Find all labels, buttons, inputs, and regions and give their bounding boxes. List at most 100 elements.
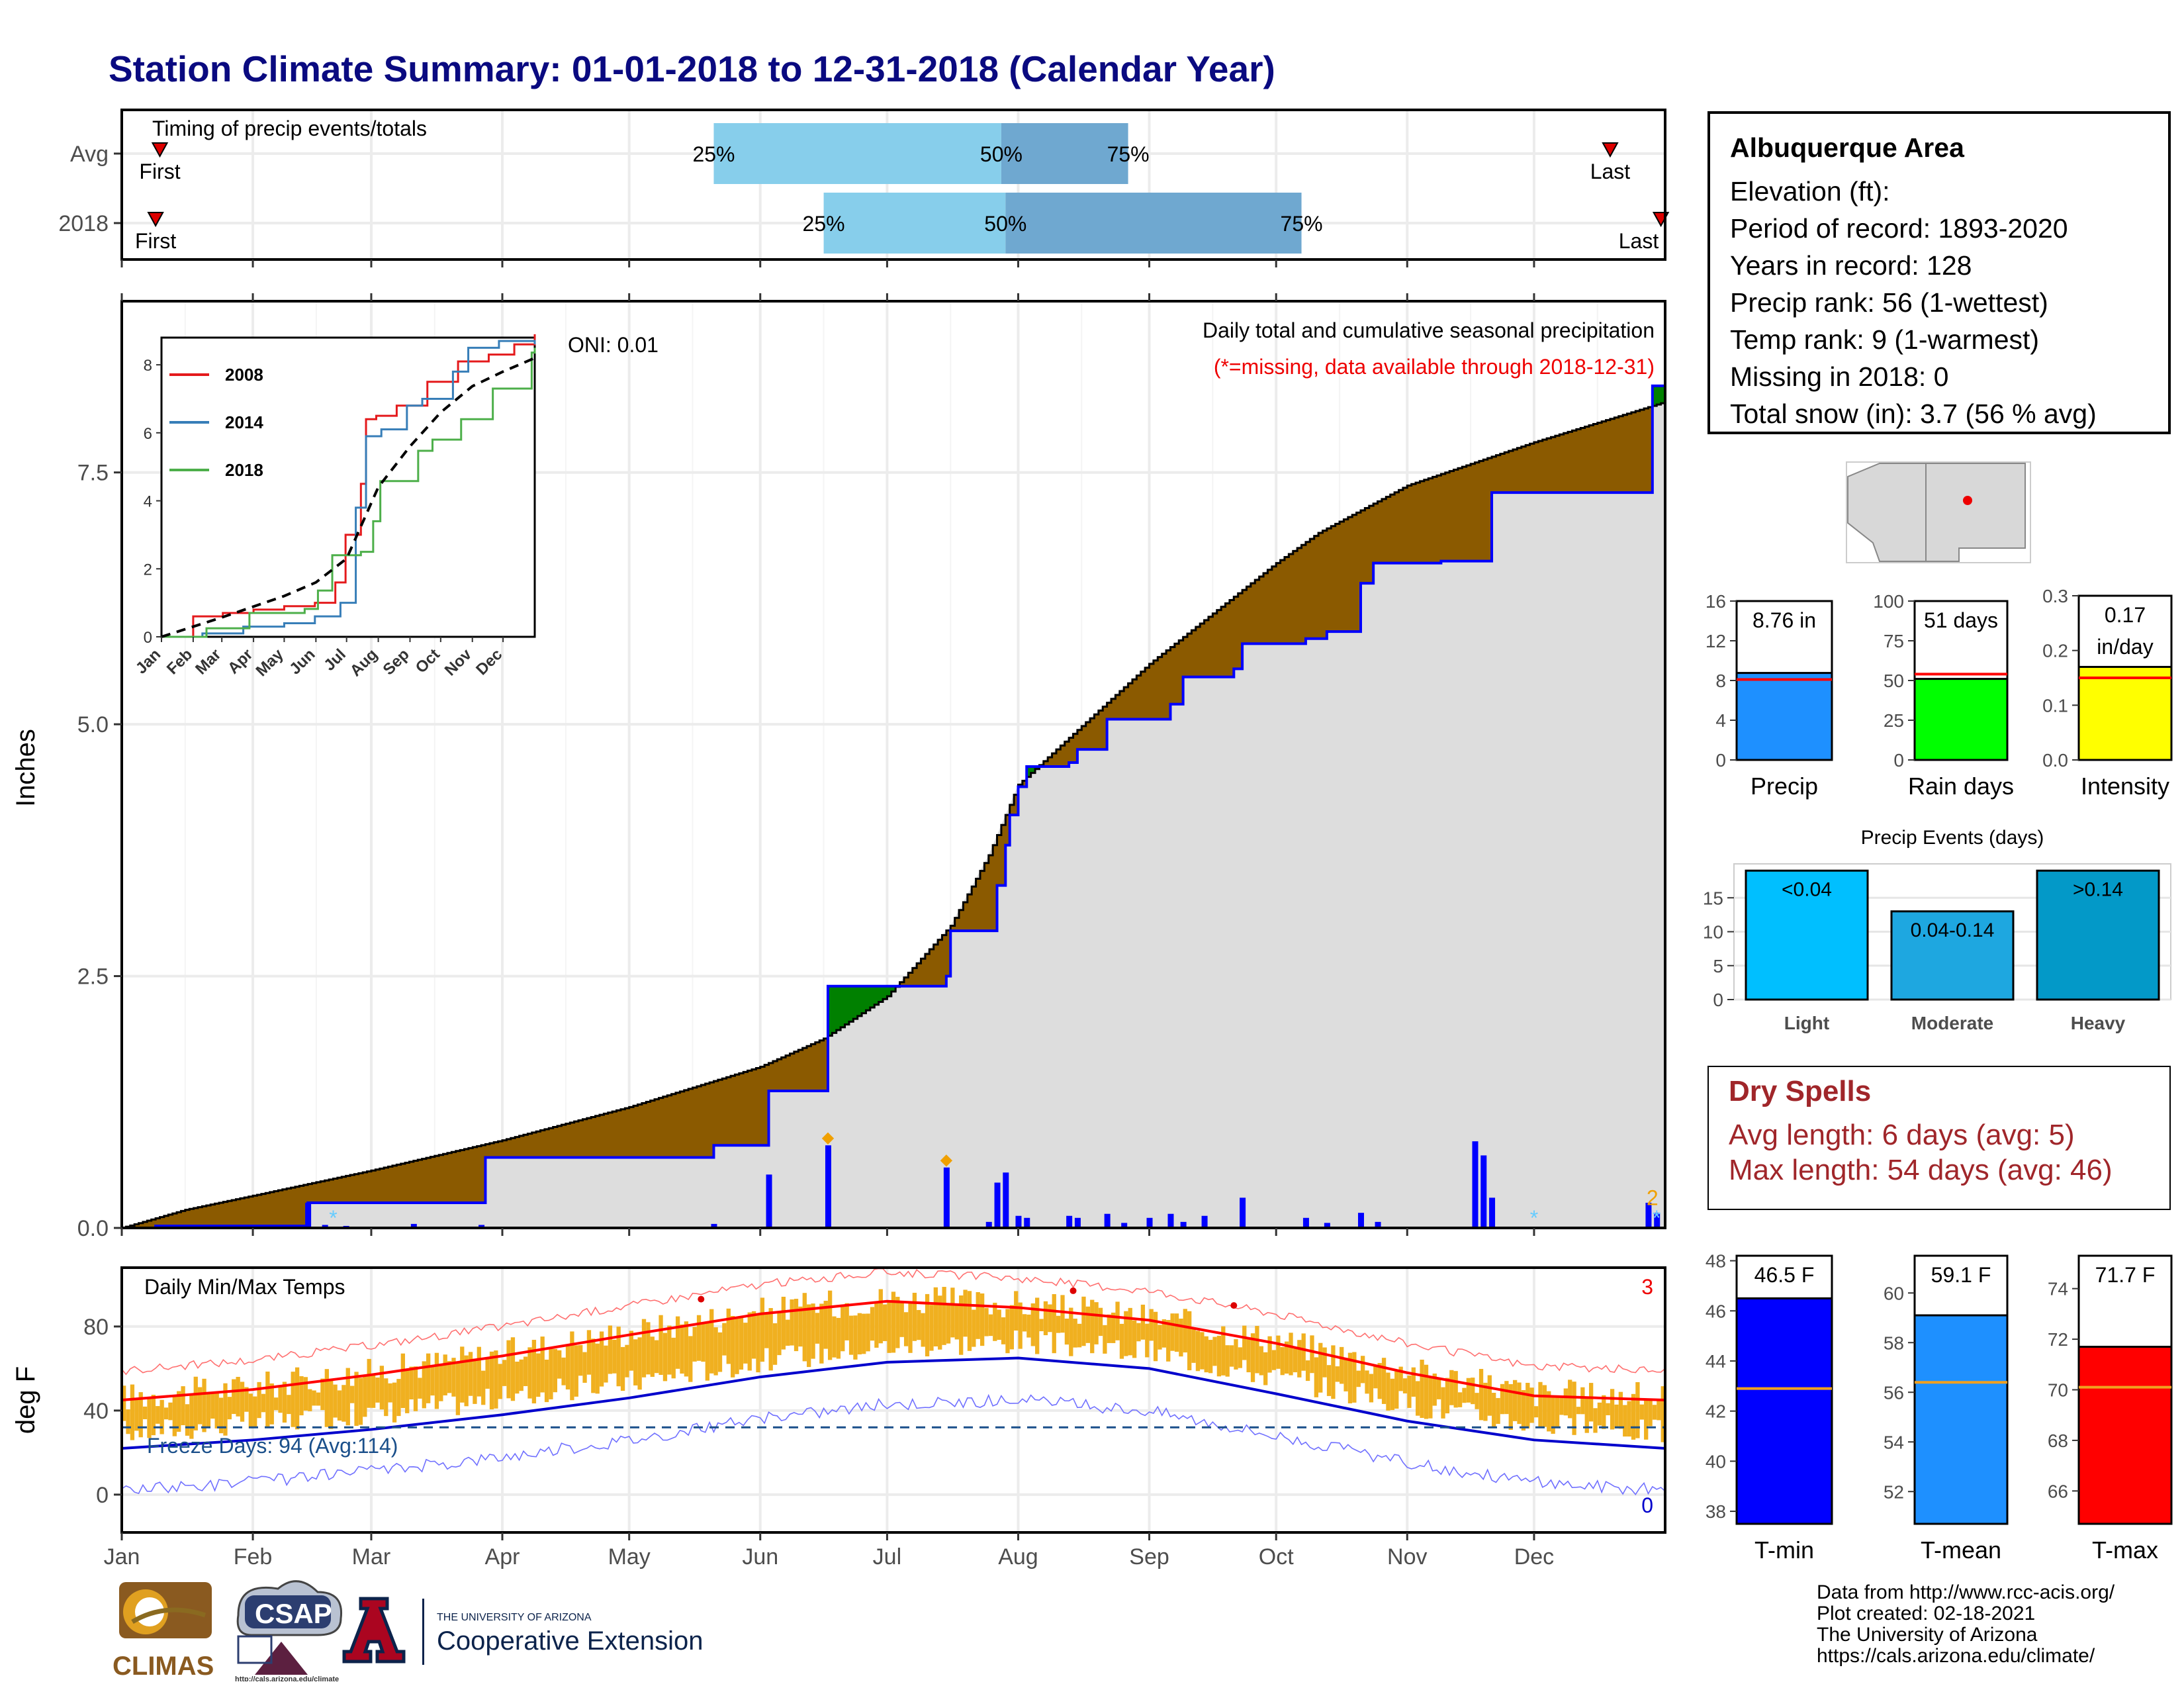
daily-temp-bar (912, 1292, 917, 1341)
daily-temp-bar (1471, 1378, 1475, 1405)
daily-temp-bar (1572, 1382, 1576, 1435)
precip-ytick-label: 2.5 (77, 964, 109, 990)
daily-temp-bar (1318, 1342, 1323, 1393)
dry-max-length: Max length: 54 days (avg: 46) (1729, 1154, 2113, 1186)
daily-temp-bar (1174, 1313, 1179, 1352)
daily-temp-bar (891, 1291, 896, 1353)
timing-label-50: 50% (984, 212, 1026, 236)
daily-temp-bar (126, 1409, 130, 1434)
daily-temp-bar (156, 1406, 160, 1424)
precip-gauge-bar (1735, 672, 1833, 761)
daily-precip-bar (478, 1225, 485, 1228)
daily-temp-bar (227, 1397, 232, 1420)
daily-temp-bar (1276, 1335, 1281, 1369)
ua-logo: THE UNIVERSITY OF ARIZONA Cooperative Ex… (342, 1597, 703, 1665)
raindays-gauge-ytick-label: 0 (1893, 750, 1904, 771)
daily-temp-bar (337, 1390, 342, 1421)
daily-temp-bar (1238, 1347, 1243, 1368)
daily-temp-bar (1085, 1306, 1091, 1343)
daily-temp-bar (515, 1361, 520, 1394)
daily-temp-bar (1466, 1378, 1471, 1403)
daily-temp-bar (717, 1332, 723, 1372)
daily-temp-bar (1166, 1320, 1171, 1362)
tmean-gauge-xlabel: T-mean (1921, 1536, 2001, 1564)
daily-temp-bar (586, 1330, 592, 1375)
precip-events-bar-label: <0.04 (1782, 878, 1832, 900)
daily-temp-bar (1386, 1372, 1390, 1411)
temp-ytick-label: 40 (83, 1399, 109, 1424)
daily-temp-bar (1551, 1396, 1555, 1434)
daily-temp-bar (625, 1344, 629, 1378)
csap-text: CSAP (255, 1598, 332, 1629)
month-label-Sep: Sep (1129, 1544, 1169, 1570)
climas-text: CLIMAS (113, 1652, 214, 1681)
precip-events-ytick-label: 15 (1703, 888, 1723, 908)
daily-temp-bar (950, 1288, 955, 1338)
precip-events-bar-Heavy (2036, 869, 2160, 1001)
daily-temp-bar (857, 1313, 862, 1355)
precip-ytick-label: 7.5 (77, 461, 109, 486)
timing-row-label: Avg (70, 142, 109, 167)
precip-events-xlabel-Heavy: Heavy (2071, 1013, 2126, 1033)
record-low-line (121, 1393, 1666, 1496)
precip-events-xlabel-Light: Light (1784, 1013, 1829, 1033)
daily-temp-bar (705, 1323, 709, 1381)
daily-precip-bar (1121, 1223, 1128, 1228)
daily-temp-bar (979, 1293, 985, 1346)
precip-events-ytick-label: 5 (1713, 956, 1723, 976)
daily-temp-bar (1145, 1323, 1150, 1358)
daily-precip-bar (1302, 1217, 1309, 1228)
daily-temp-bar (1487, 1375, 1492, 1416)
daily-temp-bar (1310, 1335, 1314, 1374)
footnote-url: https://cals.arizona.edu/climate/ (1817, 1645, 2095, 1667)
tmax-gauge-value-label: 71.7 F (2095, 1263, 2156, 1287)
daily-temp-bar (747, 1312, 752, 1371)
daily-temp-bar (299, 1376, 304, 1416)
tmin-gauge-bar (1735, 1297, 1833, 1525)
daily-temp-bar (333, 1384, 338, 1418)
precip-events-title: Precip Events (days) (1861, 827, 2044, 849)
daily-temp-bar (1335, 1366, 1340, 1382)
extreme-precip-label: ◆ (822, 1129, 835, 1147)
precip-events-xlabel-Moderate: Moderate (1911, 1013, 1993, 1033)
avg-tmin-line (121, 1356, 1666, 1450)
daily-precip-bar (994, 1182, 1001, 1228)
daily-temp-bar (836, 1317, 841, 1359)
precip-chart-title: Daily total and cumulative seasonal prec… (1203, 318, 1655, 342)
month-label-Jan: Jan (104, 1544, 140, 1570)
daily-precip-bar (1324, 1223, 1330, 1228)
intensity-gauge-ytick-label: 0.0 (2042, 750, 2068, 771)
daily-temp-bar (536, 1353, 541, 1397)
timing-label-75: 75% (1281, 212, 1323, 236)
daily-temp-bar (735, 1317, 739, 1374)
daily-temp-bar (253, 1396, 257, 1427)
daily-temp-bar (1597, 1402, 1602, 1426)
daily-temp-bar (1644, 1399, 1649, 1440)
daily-precip-bar (410, 1223, 417, 1228)
precip-ytick-label: 0.0 (77, 1216, 109, 1241)
daily-temp-bar (786, 1319, 790, 1346)
daily-temp-bar (498, 1364, 502, 1399)
precip-events-bar-label: >0.14 (2073, 878, 2123, 900)
daily-temp-bar (984, 1307, 989, 1336)
daily-temp-bar (1039, 1319, 1044, 1332)
daily-temp-bar (1420, 1360, 1424, 1418)
daily-temp-bar (1128, 1307, 1132, 1356)
daily-temp-bar (701, 1323, 705, 1362)
daily-temp-bar (1584, 1397, 1589, 1433)
timing-last-label: Last (1619, 229, 1659, 253)
footnote-source: Data from http://www.rcc-acis.org/ (1817, 1581, 2115, 1603)
daily-temp-bar (232, 1379, 236, 1415)
daily-temp-bar (1225, 1345, 1230, 1377)
daily-temp-bar (257, 1382, 261, 1419)
daily-temp-bar (185, 1404, 190, 1436)
daily-temp-bar (481, 1370, 486, 1405)
daily-temp-bar (1229, 1345, 1234, 1367)
freeze-days-label: Freeze Days: 94 (Avg:114) (147, 1434, 398, 1458)
daily-temp-bar (261, 1393, 266, 1413)
daily-temp-bar (392, 1382, 397, 1423)
precip-gauge-value-label: 8.76 in (1752, 608, 1816, 632)
raindays-gauge-bar (1913, 678, 2009, 761)
daily-precip-bar (1146, 1217, 1153, 1228)
tmin-gauge-ytick-label: 38 (1706, 1501, 1726, 1522)
